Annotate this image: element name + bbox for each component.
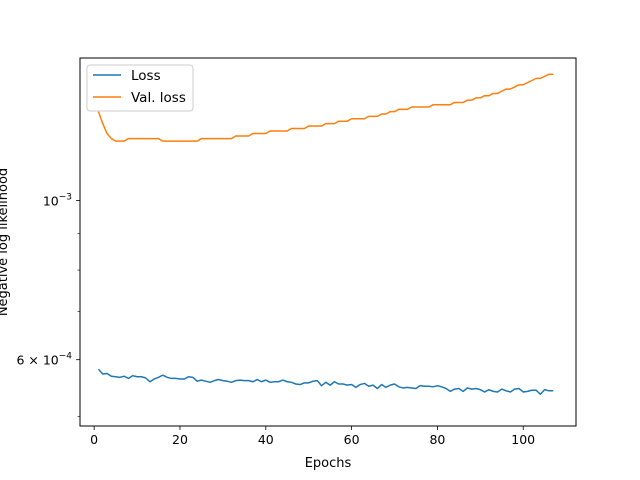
plot-frame [79,57,577,427]
plot-area [80,58,576,426]
y-axis-label: Negative log likelihood [0,168,11,316]
x-tick-label: 100 [511,432,535,447]
x-tick-label: 0 [90,432,98,447]
series-layer [97,73,554,396]
series-line-val-loss [97,73,554,142]
legend-box [86,64,194,112]
legend-label-val-loss: Val. loss [131,90,186,106]
x-axis-label: Epochs [305,456,352,471]
x-tick-label: 60 [344,432,360,447]
x-tick-label: 80 [429,432,445,447]
y-axis: 10−3 6 × 10−4 [16,193,80,417]
x-tick-label: 40 [258,432,274,447]
series-line-loss [97,368,554,396]
x-axis: 0 20 40 60 80 100 [90,426,535,447]
y-tick-label: 6 × 10−4 [16,352,72,368]
legend-label-loss: Loss [131,68,161,84]
y-tick-label: 10−3 [43,193,72,209]
legend: Loss Val. loss [86,64,194,112]
x-tick-label: 20 [172,432,188,447]
